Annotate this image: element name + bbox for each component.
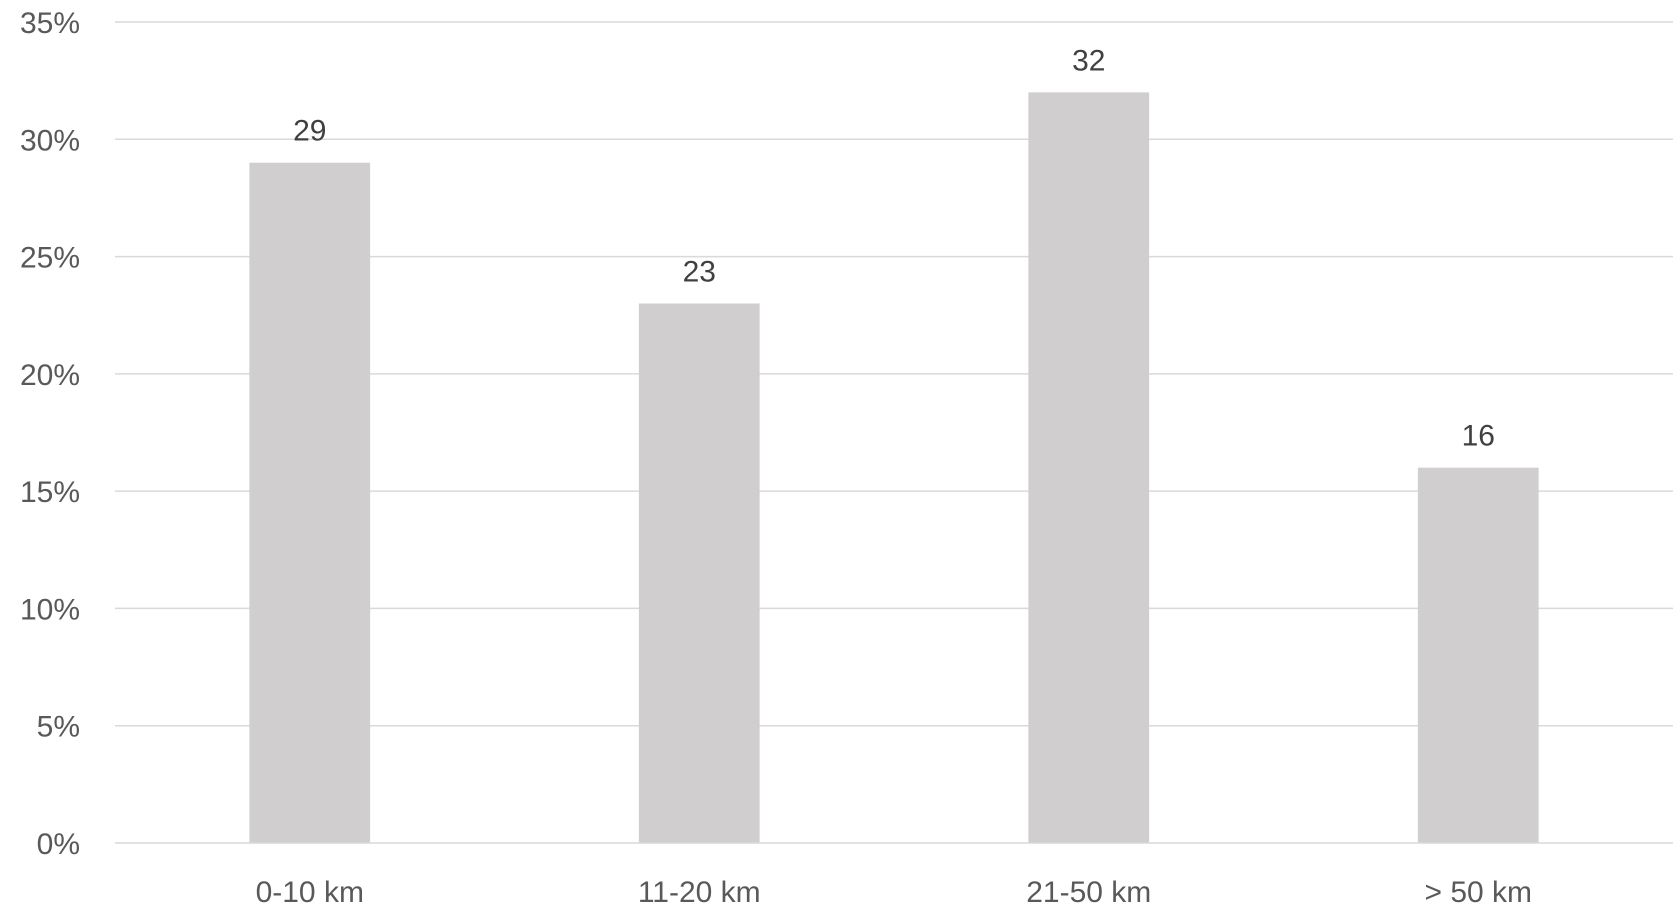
y-tick-label: 30% xyxy=(20,124,80,157)
x-tick-label: 0-10 km xyxy=(256,876,364,908)
y-tick-label: 25% xyxy=(20,242,80,275)
x-tick-label: > 50 km xyxy=(1424,876,1532,908)
y-tick-label: 0% xyxy=(37,828,80,861)
data-label: 32 xyxy=(1072,44,1105,77)
bar xyxy=(1028,92,1150,843)
x-tick-label: 21-50 km xyxy=(1026,876,1151,908)
y-tick-label: 10% xyxy=(20,593,80,626)
y-tick-label: 5% xyxy=(37,711,80,744)
x-tick-label: 11-20 km xyxy=(638,876,761,908)
gridlines xyxy=(115,21,1673,727)
data-labels: 29 23 32 16 xyxy=(293,44,1495,452)
y-axis-ticks: 0% 5% 10% 15% 20% 25% 30% 35% xyxy=(20,7,80,861)
y-tick-label: 20% xyxy=(20,359,80,392)
data-label: 29 xyxy=(293,115,326,148)
bar xyxy=(1417,467,1539,843)
data-label: 16 xyxy=(1462,420,1495,453)
y-tick-label: 35% xyxy=(20,7,80,40)
x-axis-ticks: 0-10 km 11-20 km 21-50 km > 50 km xyxy=(256,876,1532,908)
bar xyxy=(638,303,760,843)
bar xyxy=(249,162,371,843)
y-tick-label: 15% xyxy=(20,476,80,509)
bars xyxy=(249,92,1539,843)
data-label: 23 xyxy=(683,255,716,288)
